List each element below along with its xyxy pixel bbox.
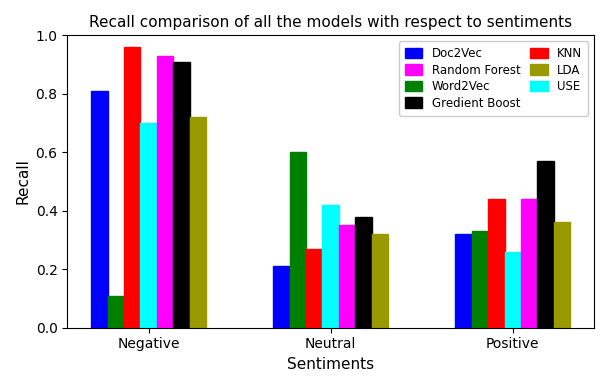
Bar <box>504 252 521 328</box>
Bar <box>141 123 157 328</box>
Bar <box>273 266 290 328</box>
Title: Recall comparison of all the models with respect to sentiments: Recall comparison of all the models with… <box>89 15 572 30</box>
Bar <box>290 152 306 328</box>
Legend: Doc2Vec, Random Forest, Word2Vec, Gredient Boost, KNN, LDA, USE, : Doc2Vec, Random Forest, Word2Vec, Gredie… <box>399 41 588 116</box>
Bar <box>371 234 388 328</box>
Bar <box>456 234 472 328</box>
Bar <box>322 205 339 328</box>
Bar <box>521 199 537 328</box>
Bar <box>157 56 173 328</box>
Bar <box>554 223 570 328</box>
Bar <box>339 225 355 328</box>
Bar <box>108 296 124 328</box>
Bar <box>537 161 554 328</box>
Bar <box>355 217 371 328</box>
Bar <box>173 62 189 328</box>
Bar <box>488 199 504 328</box>
Y-axis label: Recall: Recall <box>15 159 30 204</box>
Bar <box>306 249 322 328</box>
Bar <box>124 47 141 328</box>
Bar <box>189 117 206 328</box>
X-axis label: Sentiments: Sentiments <box>287 357 374 372</box>
Bar <box>91 91 108 328</box>
Bar <box>472 231 488 328</box>
